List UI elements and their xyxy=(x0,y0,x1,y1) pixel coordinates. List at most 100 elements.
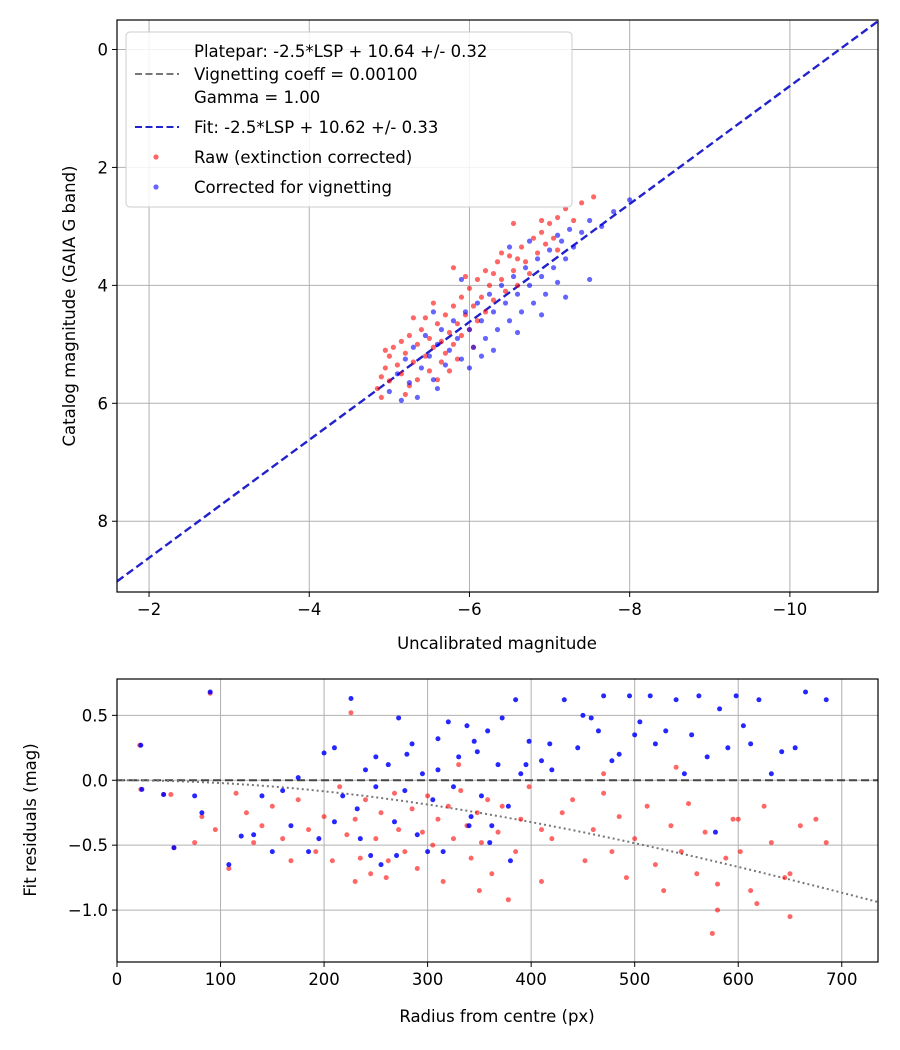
corrected-point xyxy=(402,356,408,362)
corrected-point xyxy=(485,728,491,734)
raw-point xyxy=(623,875,629,881)
corrected-point xyxy=(139,786,145,792)
raw-point xyxy=(450,265,457,271)
raw-point xyxy=(482,268,489,274)
corrected-point xyxy=(575,745,581,751)
top-axes-frame xyxy=(116,19,879,593)
raw-point xyxy=(456,762,462,768)
raw-point xyxy=(414,866,420,872)
raw-point xyxy=(438,359,445,365)
legend-fit-label: Fit: -2.5*LSP + 10.62 +/- 0.33 xyxy=(194,118,438,137)
raw-point xyxy=(768,840,774,846)
corrected-point xyxy=(402,788,408,794)
raw-point xyxy=(474,810,480,816)
raw-point xyxy=(306,827,312,833)
raw-point xyxy=(402,849,408,855)
corrected-point xyxy=(445,719,451,725)
calibration-plot: −2 −4 −6 −8 −10 0 2 4 6 8 Uncalibrated magnitude… xyxy=(60,19,879,653)
raw-point xyxy=(476,888,482,894)
vignetting-curve xyxy=(117,779,878,903)
corrected-point xyxy=(505,803,511,809)
corrected-point xyxy=(546,247,553,253)
corrected-point xyxy=(171,845,177,851)
raw-point xyxy=(530,235,537,241)
corrected-point xyxy=(689,732,695,738)
corrected-point xyxy=(446,347,453,353)
raw-point xyxy=(402,350,408,356)
raw-point xyxy=(490,297,497,303)
raw-point xyxy=(374,385,380,392)
corrected-point xyxy=(637,719,643,725)
corrected-point xyxy=(414,394,420,401)
raw-point xyxy=(538,217,545,224)
raw-point xyxy=(329,858,335,864)
raw-point xyxy=(440,879,446,885)
x-tick-label: 100 xyxy=(205,970,237,989)
raw-point xyxy=(414,341,420,347)
corrected-point xyxy=(368,853,374,859)
corrected-point xyxy=(394,371,400,377)
corrected-point xyxy=(673,697,679,703)
raw-point xyxy=(337,784,343,790)
corrected-point xyxy=(513,697,519,703)
corrected-point xyxy=(627,693,633,699)
raw-point xyxy=(715,907,721,913)
y-tick-label: 0.5 xyxy=(82,706,108,725)
corrected-point xyxy=(454,335,461,342)
corrected-point xyxy=(534,256,541,262)
x-tick-label: 300 xyxy=(412,970,444,989)
fit-dashed-line xyxy=(117,20,878,583)
raw-point xyxy=(406,332,412,339)
x-tick-label: −4 xyxy=(297,600,321,619)
raw-point xyxy=(391,790,397,796)
raw-point xyxy=(486,282,493,288)
raw-point xyxy=(590,827,596,833)
top-x-ticks: −2 −4 −6 −8 −10 xyxy=(137,592,807,619)
corrected-point xyxy=(518,771,524,777)
raw-point xyxy=(673,764,679,770)
raw-point xyxy=(702,829,708,835)
raw-point xyxy=(823,840,829,846)
legend-corrected-label: Corrected for vignetting xyxy=(194,178,392,197)
top-y-axis-label: Catalog magnitude (GAIA G band) xyxy=(60,166,79,447)
corrected-point xyxy=(526,738,532,744)
corrected-point xyxy=(792,745,798,751)
raw-point xyxy=(489,871,495,877)
corrected-point xyxy=(733,693,739,699)
corrected-point xyxy=(542,291,549,297)
bottom-x-ticks: 0 100 200 300 400 500 600 700 xyxy=(112,962,858,989)
raw-point xyxy=(539,827,545,833)
corrected-point xyxy=(466,823,472,829)
raw-point xyxy=(526,270,533,277)
raw-point xyxy=(446,329,453,336)
raw-point xyxy=(426,335,433,342)
raw-point xyxy=(498,276,505,283)
corrected-point xyxy=(580,712,586,718)
fit-line xyxy=(117,20,878,583)
x-tick-label: 500 xyxy=(619,970,651,989)
raw-point xyxy=(419,829,425,835)
corrected-point xyxy=(506,318,513,324)
corrected-point xyxy=(599,223,605,229)
corrected-point xyxy=(756,697,762,703)
raw-point xyxy=(644,803,650,809)
corrected-point xyxy=(526,238,533,244)
corrected-point xyxy=(442,362,449,368)
raw-point xyxy=(546,220,553,227)
corrected-point xyxy=(259,793,265,799)
raw-point xyxy=(434,321,441,327)
corrected-point xyxy=(663,728,669,734)
x-tick-label: 0 xyxy=(112,970,123,989)
raw-point xyxy=(514,282,521,288)
corrected-point xyxy=(549,767,555,773)
corrected-point xyxy=(725,745,731,751)
corrected-point xyxy=(406,380,412,386)
raw-point xyxy=(522,259,529,265)
corrected-point xyxy=(458,276,465,283)
raw-point xyxy=(168,792,174,798)
legend-vignetting-label: Vignetting coeff = 0.00100 xyxy=(194,65,418,84)
bottom-y-ticks: 0.5 0.0 −0.5 −1.0 xyxy=(68,706,117,920)
raw-point xyxy=(686,801,692,807)
raw-point xyxy=(378,810,384,816)
corrected-point xyxy=(526,282,533,288)
